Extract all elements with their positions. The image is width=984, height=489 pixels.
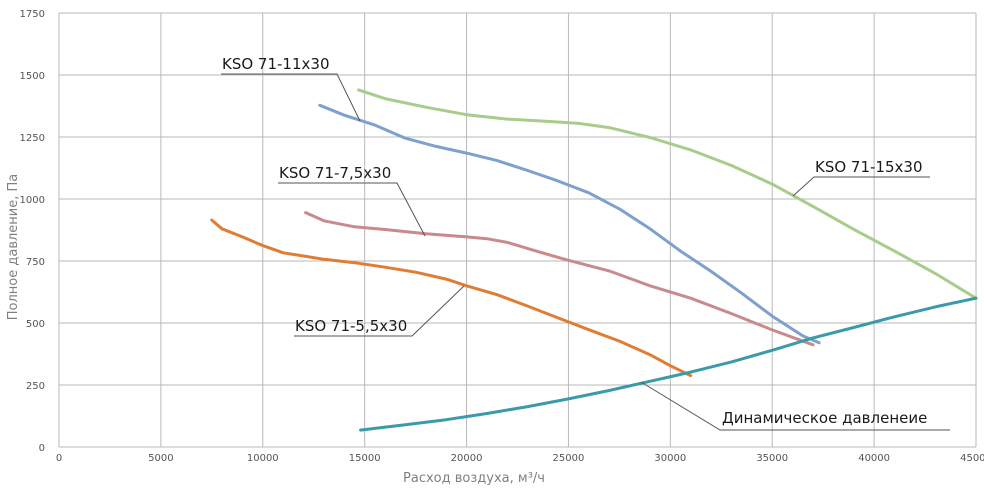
- x-tick-label: 0: [56, 453, 62, 464]
- callout-line-kso-71-5-5x30: [294, 285, 465, 337]
- y-tick-label: 1750: [20, 9, 45, 20]
- label-dynamic-pressure: Динамическое давленеие: [722, 409, 927, 427]
- callout-line-dynamic-pressure: [640, 381, 950, 431]
- callouts: KSO 71-11x30 KSO 71-7,5x30 KSO 71-5,5x30…: [221, 55, 950, 431]
- x-tick-label: 40000: [858, 453, 890, 464]
- callout-line-kso-71-7-5x30: [278, 182, 426, 237]
- y-tick-label: 500: [26, 319, 45, 330]
- label-kso-71-5-5x30: KSO 71-5,5x30: [295, 317, 407, 335]
- x-tick-label: 15000: [349, 453, 381, 464]
- x-tick-labels: 0 5000 10000 15000 20000 25000 30000 35000 40000…: [56, 453, 984, 464]
- x-tick-label: 20000: [451, 453, 483, 464]
- series-line-kso-71-5-5x30: [210, 218, 693, 378]
- y-axis-title: Полное давление, Па: [6, 174, 21, 321]
- label-kso-71-7-5x30: KSO 71-7,5x30: [279, 164, 391, 182]
- x-tick-label: 25000: [553, 453, 585, 464]
- grid: [58, 12, 977, 448]
- y-tick-label: 1000: [20, 195, 45, 206]
- series-line-kso-71-11x30: [318, 103, 821, 345]
- x-axis-title: Расход воздуха, м³/ч: [403, 471, 545, 486]
- y-tick-label: 1500: [20, 71, 45, 82]
- callout-line-kso-71-15x30: [792, 176, 930, 197]
- x-tick-label: 10000: [247, 453, 279, 464]
- x-tick-label: 45000: [960, 453, 984, 464]
- y-tick-label: 1250: [20, 133, 45, 144]
- y-tick-label: 750: [26, 257, 45, 268]
- y-tick-label: 250: [26, 381, 45, 392]
- series-line-динамическое-давленеие: [359, 296, 978, 432]
- label-kso-71-11x30: KSO 71-11x30: [222, 55, 329, 73]
- series-line-kso-71-7-5x30: [304, 211, 815, 347]
- series-line-kso-71-15x30: [357, 88, 978, 300]
- x-tick-label: 35000: [756, 453, 788, 464]
- series-lines: [210, 88, 978, 432]
- y-tick-label: 0: [39, 443, 45, 454]
- callout-line-kso-71-11x30: [221, 73, 361, 122]
- x-tick-label: 30000: [654, 453, 686, 464]
- label-kso-71-15x30: KSO 71-15x30: [815, 158, 922, 176]
- y-tick-labels: 0 250 500 750 1000 1250 1500 1750: [20, 9, 45, 454]
- x-tick-label: 5000: [148, 453, 173, 464]
